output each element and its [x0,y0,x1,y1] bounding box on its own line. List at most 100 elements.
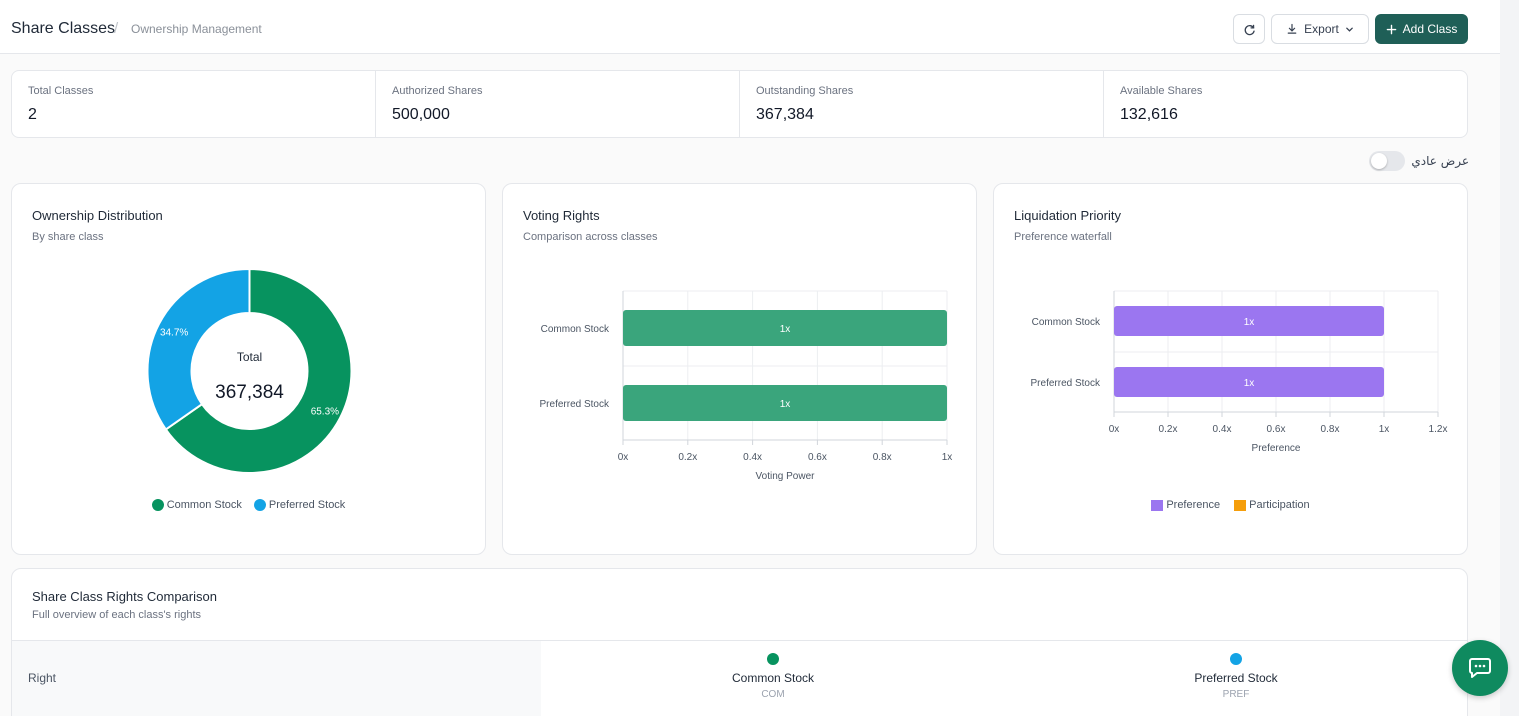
export-label: Export [1304,22,1339,36]
refresh-button[interactable] [1233,14,1265,44]
add-class-button[interactable]: Add Class [1375,14,1468,44]
class-color-dot [1230,653,1242,665]
legend-swatch [1234,499,1247,511]
legend-label: Common Stock [166,499,242,511]
stat-available-shares: Available Shares 132,616 [1104,71,1467,137]
liquidation-legend: Preference Participation [994,499,1467,511]
view-toggle[interactable]: عرض عادي [1369,150,1469,172]
class-code: COM [761,689,785,700]
chevron-down-icon [1346,27,1353,32]
donut-center-value: 367,384 [215,382,284,403]
donut-slice-label: 34.7% [160,328,188,339]
voting-rights-card: Voting Rights Comparison across classes … [502,183,977,555]
stats-bar: Total Classes 2 Authorized Shares 500,00… [11,70,1468,138]
export-button[interactable]: Export [1271,14,1369,44]
x-tick-label: 1.2x [1429,424,1448,435]
donut-slice-common[interactable] [164,267,353,474]
legend-label: Preferred Stock [268,499,346,511]
x-tick-label: 0.8x [873,452,892,463]
bar-preferred-stock[interactable] [1114,367,1384,397]
stat-value: 132,616 [1120,106,1178,123]
stat-value: 500,000 [392,106,450,123]
breadcrumb[interactable]: Ownership Management [131,22,262,36]
card-subtitle: Full overview of each class's rights [32,609,201,621]
stat-outstanding-shares: Outstanding Shares 367,384 [740,71,1104,137]
ownership-donut-chart: 65.3% 34.7% Total 367,384 [146,267,353,474]
liquidation-bar-chart: 1x Common Stock 1x Preferred Stock 0x 0.2x 0.4… [1031,290,1448,454]
breadcrumb-separator: / [114,20,119,37]
card-title: Voting Rights [523,208,600,223]
donut-slice-preferred[interactable] [146,267,251,431]
category-tick-label: Common Stock [541,324,610,335]
legend-dot [151,499,164,511]
donut-slice-label: 65.3% [311,406,339,417]
stat-label: Available Shares [1120,85,1203,97]
legend-label: Participation [1249,499,1310,511]
x-tick-label: 0.2x [678,452,697,463]
ownership-distribution-card: Ownership Distribution By share class 65… [11,183,486,555]
refresh-icon [1244,24,1255,35]
stat-label: Authorized Shares [392,85,483,97]
toggle-label: عرض عادي [1411,154,1469,168]
legend-item-preferred[interactable]: Preferred Stock [253,499,346,511]
chat-bubble-icon [1469,658,1491,678]
bar-common-stock[interactable] [623,310,947,346]
bar-value-label: 1x [1244,378,1255,389]
header-label: Right [28,671,57,685]
bar-value-label: 1x [780,399,791,410]
header-cell-right: Right [12,641,541,716]
add-class-label: Add Class [1402,22,1458,36]
legend-label: Preference [1166,499,1221,511]
header-cell-preferred-stock: Preferred Stock PREF [1116,641,1356,716]
rights-comparison-card: Share Class Rights Comparison Full overv… [11,568,1468,716]
x-tick-label: 0.4x [743,452,762,463]
x-tick-label: 0.2x [1159,424,1178,435]
download-icon [1287,23,1297,34]
plus-icon [1386,24,1396,34]
toggle-knob [1371,153,1387,169]
stat-label: Total Classes [28,85,94,97]
x-tick-label: 0.6x [1267,424,1286,435]
category-tick-label: Common Stock [1032,317,1101,328]
category-tick-label: Preferred Stock [540,399,610,410]
class-color-dot [767,653,779,665]
x-tick-label: 0.6x [808,452,827,463]
legend-item-participation[interactable]: Participation [1234,499,1310,511]
x-tick-label: 0x [1109,424,1120,435]
scroll-gutter [1500,0,1519,716]
stat-value: 2 [28,106,37,123]
bar-value-label: 1x [780,324,791,335]
voting-bar-chart: 1x Common Stock 1x Preferred Stock 0x 0.2x 0.4… [540,290,952,482]
page-title: Share Classes [11,20,116,37]
card-subtitle: Preference waterfall [1014,231,1112,243]
x-tick-label: 0.8x [1321,424,1340,435]
bar-common-stock[interactable] [1114,306,1384,336]
stat-label: Outstanding Shares [756,85,854,97]
card-title: Liquidation Priority [1014,208,1121,223]
x-axis-label: Preference [1252,443,1301,454]
card-subtitle: By share class [32,231,104,243]
header-cell-common-stock: Common Stock COM [653,641,893,716]
x-tick-label: 1x [1379,424,1390,435]
card-subtitle: Comparison across classes [523,231,658,243]
chat-button[interactable] [1452,640,1508,696]
class-name: Preferred Stock [1194,671,1278,685]
card-title: Ownership Distribution [32,208,163,223]
bar-preferred-stock[interactable] [623,385,947,421]
class-name: Common Stock [731,671,815,685]
category-tick-label: Preferred Stock [1031,378,1101,389]
donut-center-label: Total [237,350,262,364]
toggle-switch[interactable] [1369,151,1405,171]
legend-item-preference[interactable]: Preference [1151,499,1220,511]
x-tick-label: 0x [618,452,629,463]
card-title: Share Class Rights Comparison [32,589,217,604]
x-tick-label: 0.4x [1213,424,1232,435]
rights-table-header: Right Common Stock COM Preferred Stock P… [12,640,1467,716]
legend-dot [253,499,266,511]
bar-value-label: 1x [1244,317,1255,328]
x-axis-label: Voting Power [756,471,816,482]
legend-item-common[interactable]: Common Stock [151,499,242,511]
stat-value: 367,384 [756,106,814,123]
ownership-legend: Common Stock Preferred Stock [12,499,485,511]
stat-authorized-shares: Authorized Shares 500,000 [376,71,740,137]
